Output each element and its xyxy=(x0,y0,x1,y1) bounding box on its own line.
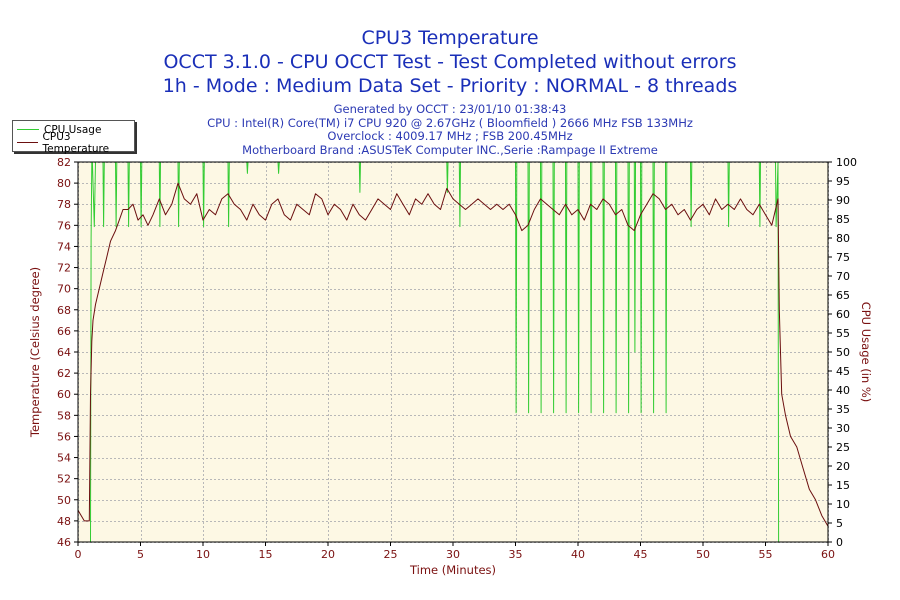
y-left-tick-label: 78 xyxy=(57,198,71,211)
x-tick-label: 35 xyxy=(509,548,523,561)
legend-item-usage: CPU Usage xyxy=(17,123,101,136)
y-left-tick-label: 82 xyxy=(57,156,71,169)
y-right-tick-label: 80 xyxy=(836,232,850,245)
x-tick-label: 55 xyxy=(759,548,773,561)
y-right-tick-label: 60 xyxy=(836,308,850,321)
x-tick-label: 15 xyxy=(259,548,273,561)
y-right-tick-label: 90 xyxy=(836,194,850,207)
legend: CPU Usage CPU3 Temperature xyxy=(12,120,135,155)
overclock-info: Overclock : 4009.17 MHz ; FSB 200.45MHz xyxy=(327,129,573,143)
chart-title: CPU3 Temperature xyxy=(361,27,539,49)
x-axis-ticks: 0 5 10 15 20 25 30 35 40 45 50 55 60 xyxy=(75,542,835,561)
y-right-tick-label: 40 xyxy=(836,384,850,397)
y-right-tick-label: 65 xyxy=(836,289,850,302)
y-left-tick-label: 70 xyxy=(57,283,71,296)
y-right-tick-label: 30 xyxy=(836,422,850,435)
legend-label-temperature: CPU3 Temperature xyxy=(42,130,110,155)
y-axis-left-title: Temperature (Celsius degree) xyxy=(28,266,42,438)
y-left-tick-label: 58 xyxy=(57,409,71,422)
x-tick-label: 30 xyxy=(446,548,460,561)
plot-frame xyxy=(77,161,829,543)
x-tick-label: 10 xyxy=(196,548,210,561)
y-right-tick-label: 15 xyxy=(836,479,850,492)
y-right-tick-label: 55 xyxy=(836,327,850,340)
y-right-tick-label: 0 xyxy=(836,536,843,549)
y-right-tick-label: 85 xyxy=(836,213,850,226)
y-axis-left-ticks: 46 48 50 52 54 56 58 60 62 64 66 68 70 72 74 76 78 80 82 xyxy=(57,156,78,549)
y-right-tick-label: 95 xyxy=(836,175,850,188)
y-right-tick-label: 5 xyxy=(836,517,843,530)
y-right-tick-label: 50 xyxy=(836,346,850,359)
x-tick-label: 50 xyxy=(696,548,710,561)
chart-subtitle-test: OCCT 3.1.0 - CPU OCCT Test - Test Comple… xyxy=(163,51,737,73)
x-tick-label: 60 xyxy=(821,548,835,561)
chart-subtitle-mode: 1h - Mode : Medium Data Set - Priority :… xyxy=(162,75,738,97)
generated-by: Generated by OCCT : 23/01/10 01:38:43 xyxy=(333,102,567,116)
y-left-tick-label: 72 xyxy=(57,262,71,275)
y-left-tick-label: 64 xyxy=(57,346,71,359)
y-right-tick-label: 25 xyxy=(836,441,850,454)
x-tick-label: 25 xyxy=(384,548,398,561)
y-left-tick-label: 62 xyxy=(57,367,71,380)
motherboard-info: Motherboard Brand :ASUSTeK Computer INC.… xyxy=(242,142,658,157)
legend-label-usage: CPU Usage xyxy=(44,123,102,136)
y-right-tick-label: 70 xyxy=(836,270,850,283)
y-right-tick-label: 20 xyxy=(836,460,850,473)
x-tick-label: 0 xyxy=(75,548,82,561)
y-right-tick-label: 35 xyxy=(836,403,850,416)
y-left-tick-label: 52 xyxy=(57,473,71,486)
x-tick-label: 5 xyxy=(137,548,144,561)
y-left-tick-label: 48 xyxy=(57,515,71,528)
y-left-tick-label: 46 xyxy=(57,536,71,549)
y-left-tick-label: 56 xyxy=(57,430,71,443)
series-line-cpu3-temperature xyxy=(77,182,829,527)
x-tick-label: 20 xyxy=(321,548,335,561)
legend-swatch-temperature xyxy=(17,142,38,143)
y-left-tick-label: 68 xyxy=(57,304,71,317)
y-right-tick-label: 75 xyxy=(836,251,850,264)
x-axis-title: Time (Minutes) xyxy=(409,563,497,577)
legend-item-temperature: CPU3 Temperature xyxy=(17,131,134,155)
y-right-tick-label: 100 xyxy=(836,156,857,169)
system-info: Generated by OCCT : 23/01/10 01:38:43 CP… xyxy=(0,102,900,157)
x-tick-label: 45 xyxy=(634,548,648,561)
y-axis-right-ticks: 0 5 10 15 20 25 30 35 40 45 50 55 60 65 70 75 80 85 90 95 10… xyxy=(828,156,857,549)
y-left-tick-label: 76 xyxy=(57,219,71,232)
y-left-tick-label: 66 xyxy=(57,325,71,338)
chart-title-block: CPU3 Temperature OCCT 3.1.0 - CPU OCCT T… xyxy=(0,26,900,98)
x-tick-label: 40 xyxy=(571,548,585,561)
y-left-tick-label: 54 xyxy=(57,452,71,465)
y-left-tick-label: 74 xyxy=(57,240,71,253)
y-right-tick-label: 45 xyxy=(836,365,850,378)
cpu-info: CPU : Intel(R) Core(TM) i7 CPU 920 @ 2.6… xyxy=(207,115,693,130)
legend-swatch-usage xyxy=(17,129,39,130)
y-right-tick-label: 10 xyxy=(836,498,850,511)
y-axis-right-title: CPU Usage (in %) xyxy=(859,301,873,403)
y-left-tick-label: 50 xyxy=(57,494,71,507)
y-left-tick-label: 80 xyxy=(57,177,71,190)
y-left-tick-label: 60 xyxy=(57,388,71,401)
